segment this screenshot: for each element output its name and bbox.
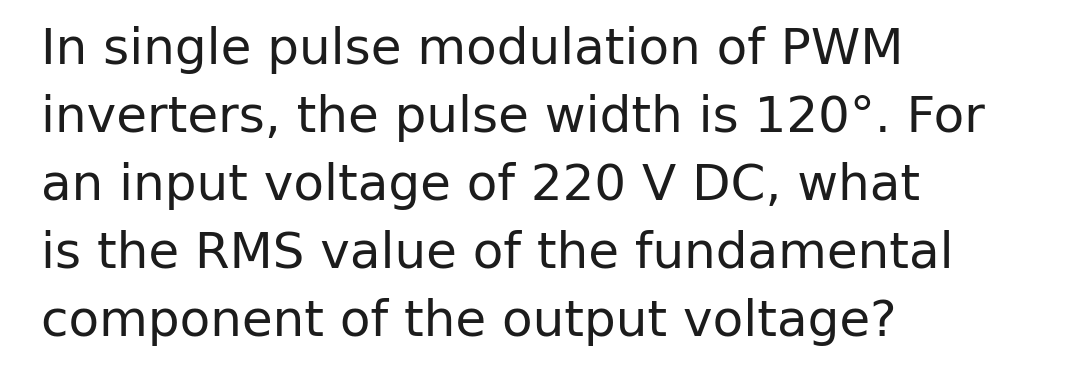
Text: is the RMS value of the fundamental: is the RMS value of the fundamental (41, 230, 954, 278)
Text: an input voltage of 220 V DC, what: an input voltage of 220 V DC, what (41, 162, 920, 210)
Text: inverters, the pulse width is 120°. For: inverters, the pulse width is 120°. For (41, 94, 985, 142)
Text: In single pulse modulation of PWM: In single pulse modulation of PWM (41, 26, 904, 74)
Text: component of the output voltage?: component of the output voltage? (41, 298, 896, 346)
